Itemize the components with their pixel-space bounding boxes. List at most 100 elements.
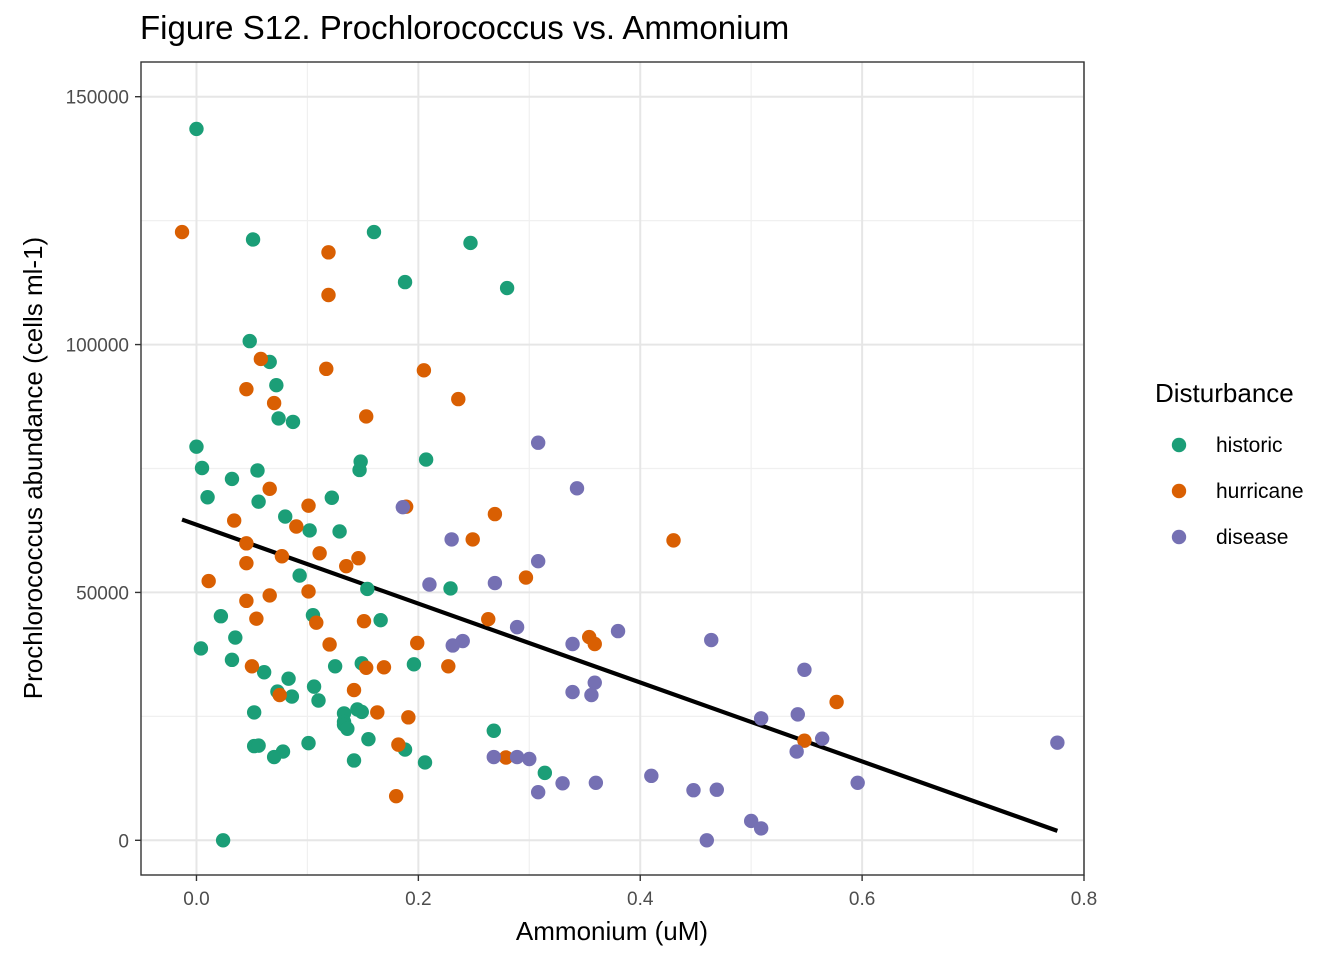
data-point-hurricane	[321, 287, 336, 303]
data-point-historic	[301, 735, 316, 751]
legend-title: Disturbance	[1155, 378, 1294, 408]
data-point-disease	[704, 632, 719, 648]
data-point-hurricane	[174, 224, 190, 240]
data-point-disease	[444, 532, 459, 547]
data-point-hurricane	[239, 536, 254, 551]
data-point-hurricane	[262, 481, 277, 497]
data-point-historic	[242, 333, 257, 349]
data-point-hurricane	[239, 593, 254, 609]
data-point-hurricane	[518, 570, 534, 585]
data-point-hurricane	[829, 694, 844, 710]
data-point-disease	[530, 435, 546, 450]
data-point-disease	[753, 711, 769, 726]
legend-label-hurricane: hurricane	[1216, 480, 1304, 503]
series-historic	[189, 121, 553, 848]
data-point-hurricane	[319, 361, 334, 377]
data-point-historic	[228, 630, 243, 645]
data-point-hurricane	[226, 513, 242, 528]
x-axis-title: Ammonium (uM)	[516, 916, 708, 946]
data-point-hurricane	[321, 245, 336, 260]
y-tick-label: 0	[118, 831, 129, 852]
data-point-historic	[269, 378, 284, 393]
data-point-historic	[360, 581, 375, 597]
data-point-hurricane	[239, 555, 254, 571]
data-point-historic	[352, 462, 367, 478]
data-point-historic	[251, 738, 266, 753]
data-point-disease	[644, 768, 659, 784]
data-point-historic	[418, 452, 434, 467]
data-point-historic	[251, 494, 266, 509]
data-point-hurricane	[401, 710, 416, 725]
data-point-historic	[327, 659, 343, 674]
data-point-historic	[281, 671, 296, 686]
data-point-hurricane	[253, 351, 269, 367]
x-tick-label: 0.4	[627, 889, 654, 910]
trend-line	[181, 517, 1059, 833]
data-point-historic	[361, 731, 376, 747]
legend-key-disease	[1171, 529, 1187, 545]
legend: Disturbance historic hurricane disease	[1155, 378, 1304, 549]
data-point-historic	[278, 509, 293, 524]
legend-key-historic	[1171, 437, 1187, 453]
data-point-historic	[193, 641, 209, 656]
x-tick-label: 0.6	[849, 889, 875, 910]
data-point-historic	[213, 609, 229, 624]
data-point-hurricane	[666, 533, 681, 548]
data-point-historic	[417, 755, 433, 770]
data-point-disease	[850, 775, 865, 790]
data-point-disease	[686, 783, 701, 798]
data-point-historic	[346, 753, 362, 768]
data-point-disease	[422, 577, 437, 592]
data-point-disease	[753, 821, 769, 836]
data-point-historic	[397, 274, 413, 290]
data-point-historic	[537, 765, 553, 781]
data-point-hurricane	[416, 363, 432, 378]
y-axis-title: Prochlorococcus abundance (cells ml-1)	[18, 237, 48, 699]
data-point-hurricane	[301, 584, 316, 599]
data-point-hurricane	[262, 588, 277, 603]
data-point-hurricane	[587, 636, 602, 652]
data-point-historic	[306, 679, 322, 694]
data-point-disease	[395, 499, 411, 515]
x-tick-label: 0.8	[1071, 889, 1097, 910]
data-point-hurricane	[410, 635, 425, 651]
data-point-historic	[292, 568, 307, 583]
x-tick-label: 0.2	[405, 889, 431, 910]
data-point-historic	[443, 581, 458, 596]
data-point-hurricane	[797, 733, 812, 748]
data-point-historic	[463, 235, 478, 251]
data-point-disease	[509, 749, 525, 765]
data-point-hurricane	[391, 737, 406, 752]
data-point-disease	[789, 744, 804, 759]
data-point-historic	[285, 414, 301, 430]
axes: 0.0 0.2 0.4 0.6 0.8 0 50000 100000 150000	[66, 88, 1098, 910]
data-point-hurricane	[346, 682, 362, 698]
data-point-disease	[486, 749, 501, 765]
data-point-hurricane	[249, 611, 264, 626]
data-point-hurricane	[322, 637, 337, 652]
data-point-disease	[814, 731, 830, 746]
data-point-historic	[366, 224, 382, 240]
data-point-historic	[271, 411, 286, 426]
y-tick-label: 150000	[66, 88, 129, 109]
data-point-hurricane	[356, 613, 372, 629]
data-point-disease	[1050, 735, 1065, 750]
data-point-hurricane	[266, 395, 282, 411]
data-point-disease	[790, 707, 805, 722]
data-point-historic	[499, 280, 515, 296]
data-point-historic	[266, 749, 282, 765]
data-point-disease	[445, 638, 460, 653]
data-point-hurricane	[441, 659, 456, 674]
legend-label-historic: historic	[1216, 434, 1283, 457]
data-point-historic	[245, 232, 261, 247]
data-point-disease	[797, 662, 812, 677]
data-point-disease	[530, 554, 546, 569]
data-point-historic	[302, 523, 317, 538]
data-point-hurricane	[274, 549, 290, 564]
data-point-hurricane	[370, 705, 385, 720]
data-point-disease	[588, 775, 604, 790]
trend-line-group	[181, 517, 1059, 833]
data-point-historic	[406, 657, 422, 672]
grid-lines	[141, 62, 1085, 875]
